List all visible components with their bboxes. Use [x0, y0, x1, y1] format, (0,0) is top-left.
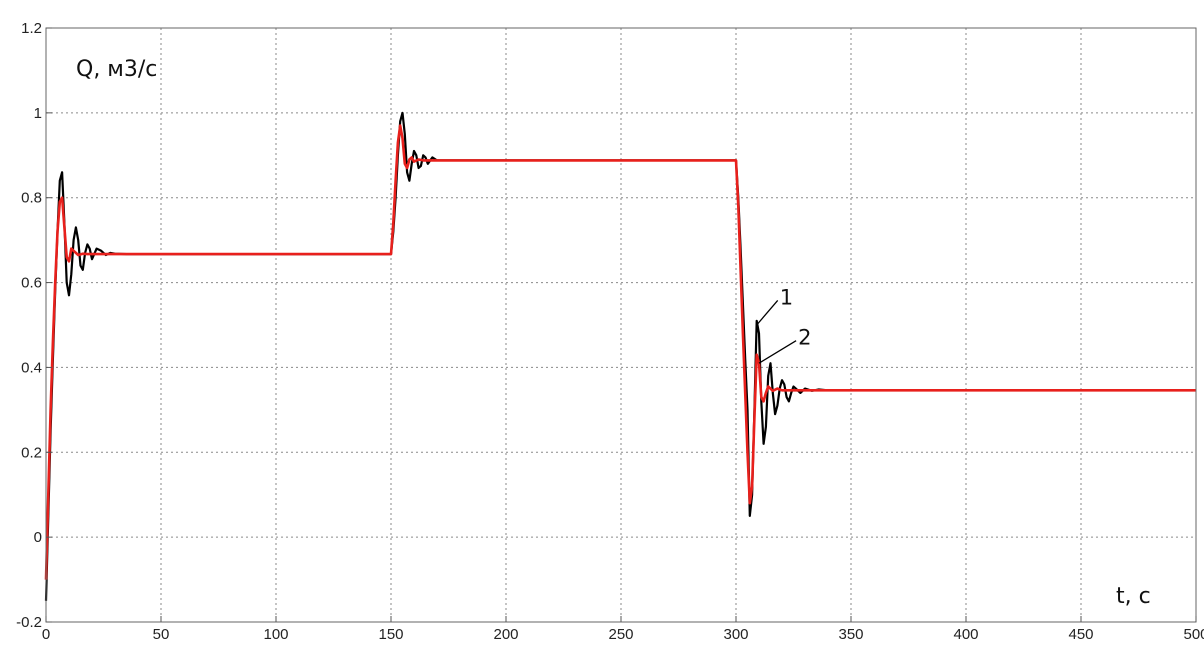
x-tick-label: 100	[263, 626, 288, 643]
annotation-label: 2	[798, 326, 811, 350]
x-tick-label: 150	[378, 626, 403, 643]
y-tick-label: 0.6	[21, 275, 42, 292]
y-tick-label: 0.4	[21, 359, 42, 376]
x-tick-label: 400	[953, 626, 978, 643]
y-tick-label: 0.8	[21, 190, 42, 207]
x-tick-label: 300	[723, 626, 748, 643]
x-tick-label: 50	[153, 626, 170, 643]
annotation-leader	[758, 340, 797, 364]
y-tick-label: 0.2	[21, 444, 42, 461]
grid-lines	[46, 28, 1196, 622]
curve-annotations: 12	[756, 285, 811, 364]
x-tick-label: 450	[1068, 626, 1093, 643]
y-tick-label: -0.2	[16, 614, 42, 631]
x-tick-label: 0	[42, 626, 50, 643]
annotation-leader	[756, 299, 779, 326]
tick-labels: 050100150200250300350400450500-0.200.20.…	[16, 20, 1204, 643]
series-line-1	[44, 111, 1196, 601]
y-tick-label: 1.2	[21, 20, 42, 37]
y-tick-label: 1	[34, 105, 42, 122]
y-axis-title: Q, м3/с	[76, 57, 157, 82]
annotation-label: 1	[780, 285, 793, 309]
x-tick-label: 200	[493, 626, 518, 643]
x-tick-label: 250	[608, 626, 633, 643]
x-tick-label: 350	[838, 626, 863, 643]
x-axis-title: t, с	[1116, 584, 1151, 609]
series-lines	[44, 111, 1196, 601]
x-tick-label: 500	[1183, 626, 1204, 643]
y-tick-label: 0	[34, 529, 42, 546]
series-line-2	[44, 124, 1196, 580]
